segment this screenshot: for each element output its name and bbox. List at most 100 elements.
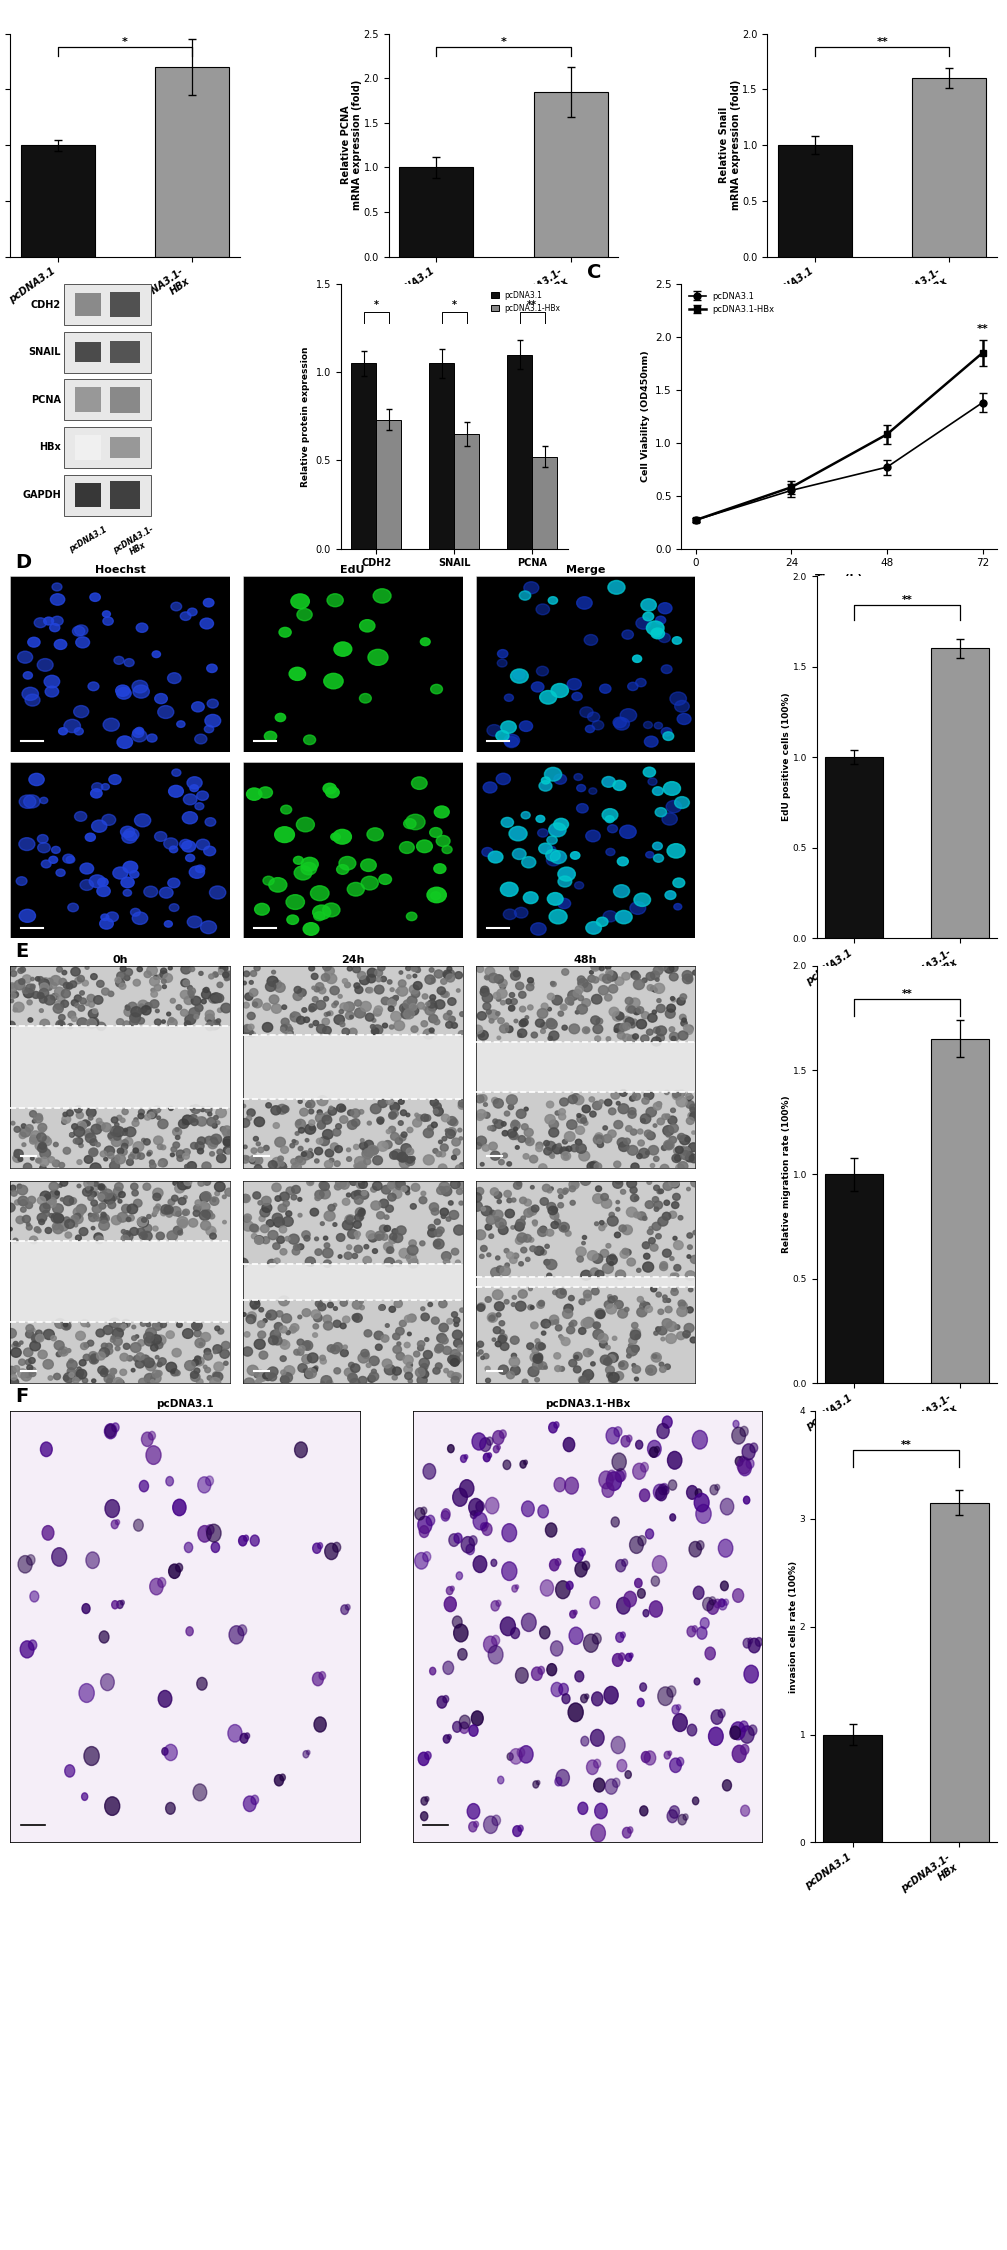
Circle shape [333,830,351,844]
Circle shape [671,1273,676,1278]
Circle shape [653,630,662,637]
Circle shape [453,1339,462,1348]
Circle shape [393,1332,400,1339]
Circle shape [668,1451,682,1469]
Circle shape [78,1184,81,1188]
Circle shape [681,1019,687,1026]
Circle shape [80,999,87,1004]
Circle shape [244,1796,256,1811]
Circle shape [628,1112,636,1118]
Circle shape [546,1260,557,1269]
Circle shape [98,878,108,886]
Circle shape [494,1192,501,1199]
Circle shape [654,965,663,974]
Y-axis label: Relative Snail
mRNA expression (fold): Relative Snail mRNA expression (fold) [719,81,741,209]
Circle shape [677,1706,681,1710]
Circle shape [566,1145,572,1152]
Text: **: ** [876,36,888,47]
Circle shape [722,1780,731,1791]
Circle shape [212,1199,215,1202]
Circle shape [516,1145,520,1150]
Circle shape [666,891,676,900]
Circle shape [466,1544,474,1555]
Circle shape [544,1366,547,1370]
Circle shape [20,1640,34,1658]
Circle shape [339,1105,345,1112]
Bar [377,421,401,549]
Circle shape [582,1105,590,1114]
Circle shape [479,1094,487,1102]
Circle shape [128,1215,134,1222]
Circle shape [324,1161,332,1168]
Circle shape [248,1024,254,1030]
Circle shape [342,1220,353,1231]
Circle shape [625,997,633,1004]
Circle shape [13,1341,18,1346]
Circle shape [188,988,195,994]
Circle shape [415,1508,425,1521]
Circle shape [25,983,34,992]
Circle shape [485,1379,490,1384]
Circle shape [476,1352,480,1357]
Circle shape [563,1310,573,1318]
Circle shape [642,612,654,621]
Circle shape [24,794,40,808]
Y-axis label: Relative migration rate (100%): Relative migration rate (100%) [782,1096,792,1253]
Circle shape [672,1181,679,1188]
Circle shape [487,1125,492,1130]
Circle shape [559,1683,568,1694]
Circle shape [596,1136,603,1141]
Circle shape [579,1152,590,1161]
Circle shape [640,1462,649,1472]
Circle shape [469,1726,478,1737]
Circle shape [648,621,664,634]
Bar [110,387,140,414]
Circle shape [668,844,684,857]
Circle shape [579,1548,585,1557]
Circle shape [105,1348,113,1354]
Circle shape [483,1102,487,1107]
Circle shape [672,1287,677,1292]
Circle shape [509,1006,515,1010]
Circle shape [516,1300,526,1312]
Circle shape [618,857,627,866]
Circle shape [40,1166,46,1170]
Circle shape [633,655,641,662]
Circle shape [137,1217,148,1226]
Circle shape [458,1649,467,1660]
Circle shape [64,1764,75,1778]
Circle shape [99,1631,109,1642]
Circle shape [112,1116,118,1123]
Circle shape [732,1426,745,1444]
Circle shape [22,974,31,983]
Circle shape [190,1143,197,1150]
Circle shape [415,1552,428,1568]
Circle shape [678,1089,685,1096]
Circle shape [687,1256,691,1258]
Circle shape [500,983,506,990]
Circle shape [275,983,285,992]
Circle shape [598,1334,608,1343]
Circle shape [446,1022,453,1028]
Circle shape [397,1152,408,1161]
Circle shape [59,979,66,986]
Circle shape [587,1251,598,1260]
Circle shape [627,1006,635,1012]
Circle shape [152,1213,156,1217]
Circle shape [87,994,95,1001]
Circle shape [594,1778,605,1791]
Circle shape [495,1256,499,1260]
Circle shape [575,1672,584,1681]
Circle shape [180,1184,184,1186]
Circle shape [640,1114,651,1123]
Circle shape [54,1318,65,1328]
Bar [110,342,140,362]
Circle shape [567,997,573,1001]
Circle shape [117,736,133,749]
Circle shape [170,999,175,1004]
Circle shape [659,632,671,644]
Circle shape [196,1116,206,1125]
Circle shape [536,1145,543,1152]
Circle shape [673,1273,679,1278]
Circle shape [319,1188,330,1199]
